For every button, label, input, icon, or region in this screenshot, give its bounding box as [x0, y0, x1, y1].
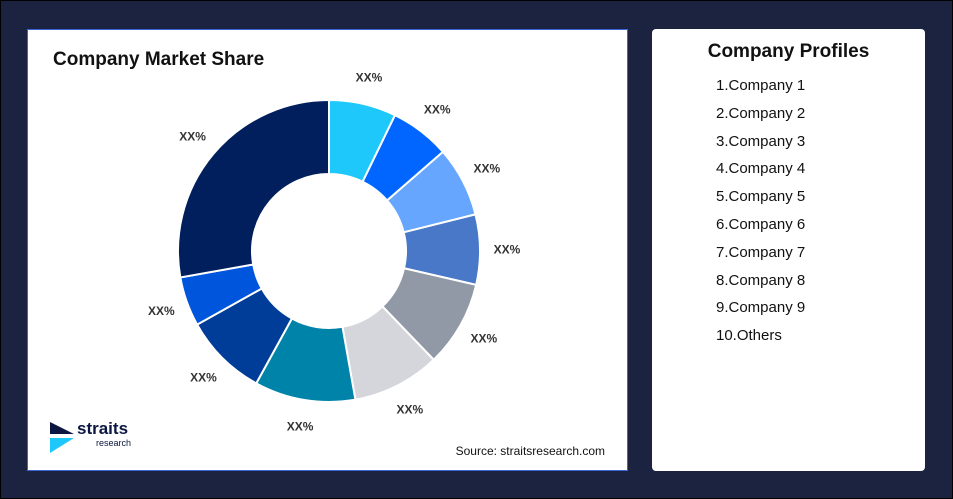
profile-item: 7.Company 7 — [716, 243, 806, 261]
slice-label: XX% — [494, 242, 521, 256]
profile-item: 3.Company 3 — [716, 132, 806, 150]
profile-item: 6.Company 6 — [716, 215, 806, 233]
profile-item: 5.Company 5 — [716, 188, 806, 206]
donut-slice — [177, 98, 330, 279]
slice-label: XX% — [190, 370, 217, 384]
straits-logo: straits research — [48, 420, 138, 456]
slice-label: XX% — [179, 130, 206, 144]
logo-subtext: research — [96, 438, 132, 448]
profile-item: 8.Company 8 — [716, 271, 806, 289]
source-text: Source: straitsresearch.com — [455, 444, 605, 458]
chart-title: Company Market Share — [53, 49, 265, 70]
donut-chart: XX% XX% XX% XX% XX% XX% XX% XX% XX% XX% — [148, 71, 521, 434]
slice-label: XX% — [396, 403, 423, 417]
profile-item: 1.Company 1 — [716, 77, 806, 94]
slice-label: XX% — [148, 304, 175, 318]
slice-label: XX% — [473, 162, 500, 176]
profile-item: 10.Others — [716, 327, 782, 345]
profiles-list: 1.Company 1 2.Company 2 3.Company 3 4.Compa… — [716, 77, 925, 355]
slice-label: XX% — [471, 332, 498, 346]
company-profiles-card: Company Profiles 1.Company 1 2.Company 2 3… — [652, 29, 925, 471]
logo-mark-icon — [50, 422, 74, 453]
profile-item: 4.Company 4 — [716, 160, 806, 178]
slice-label: XX% — [287, 420, 314, 434]
logo-text: straits — [77, 419, 129, 438]
market-share-card: Company Market Share XX% XX% XX% XX% XX% XX% X… — [27, 29, 628, 471]
slice-label: XX% — [424, 103, 451, 117]
profiles-title: Company Profiles — [707, 41, 870, 62]
profile-item: 9.Company 9 — [716, 299, 806, 317]
profile-item: 2.Company 2 — [716, 104, 806, 122]
slice-label: XX% — [356, 71, 383, 85]
